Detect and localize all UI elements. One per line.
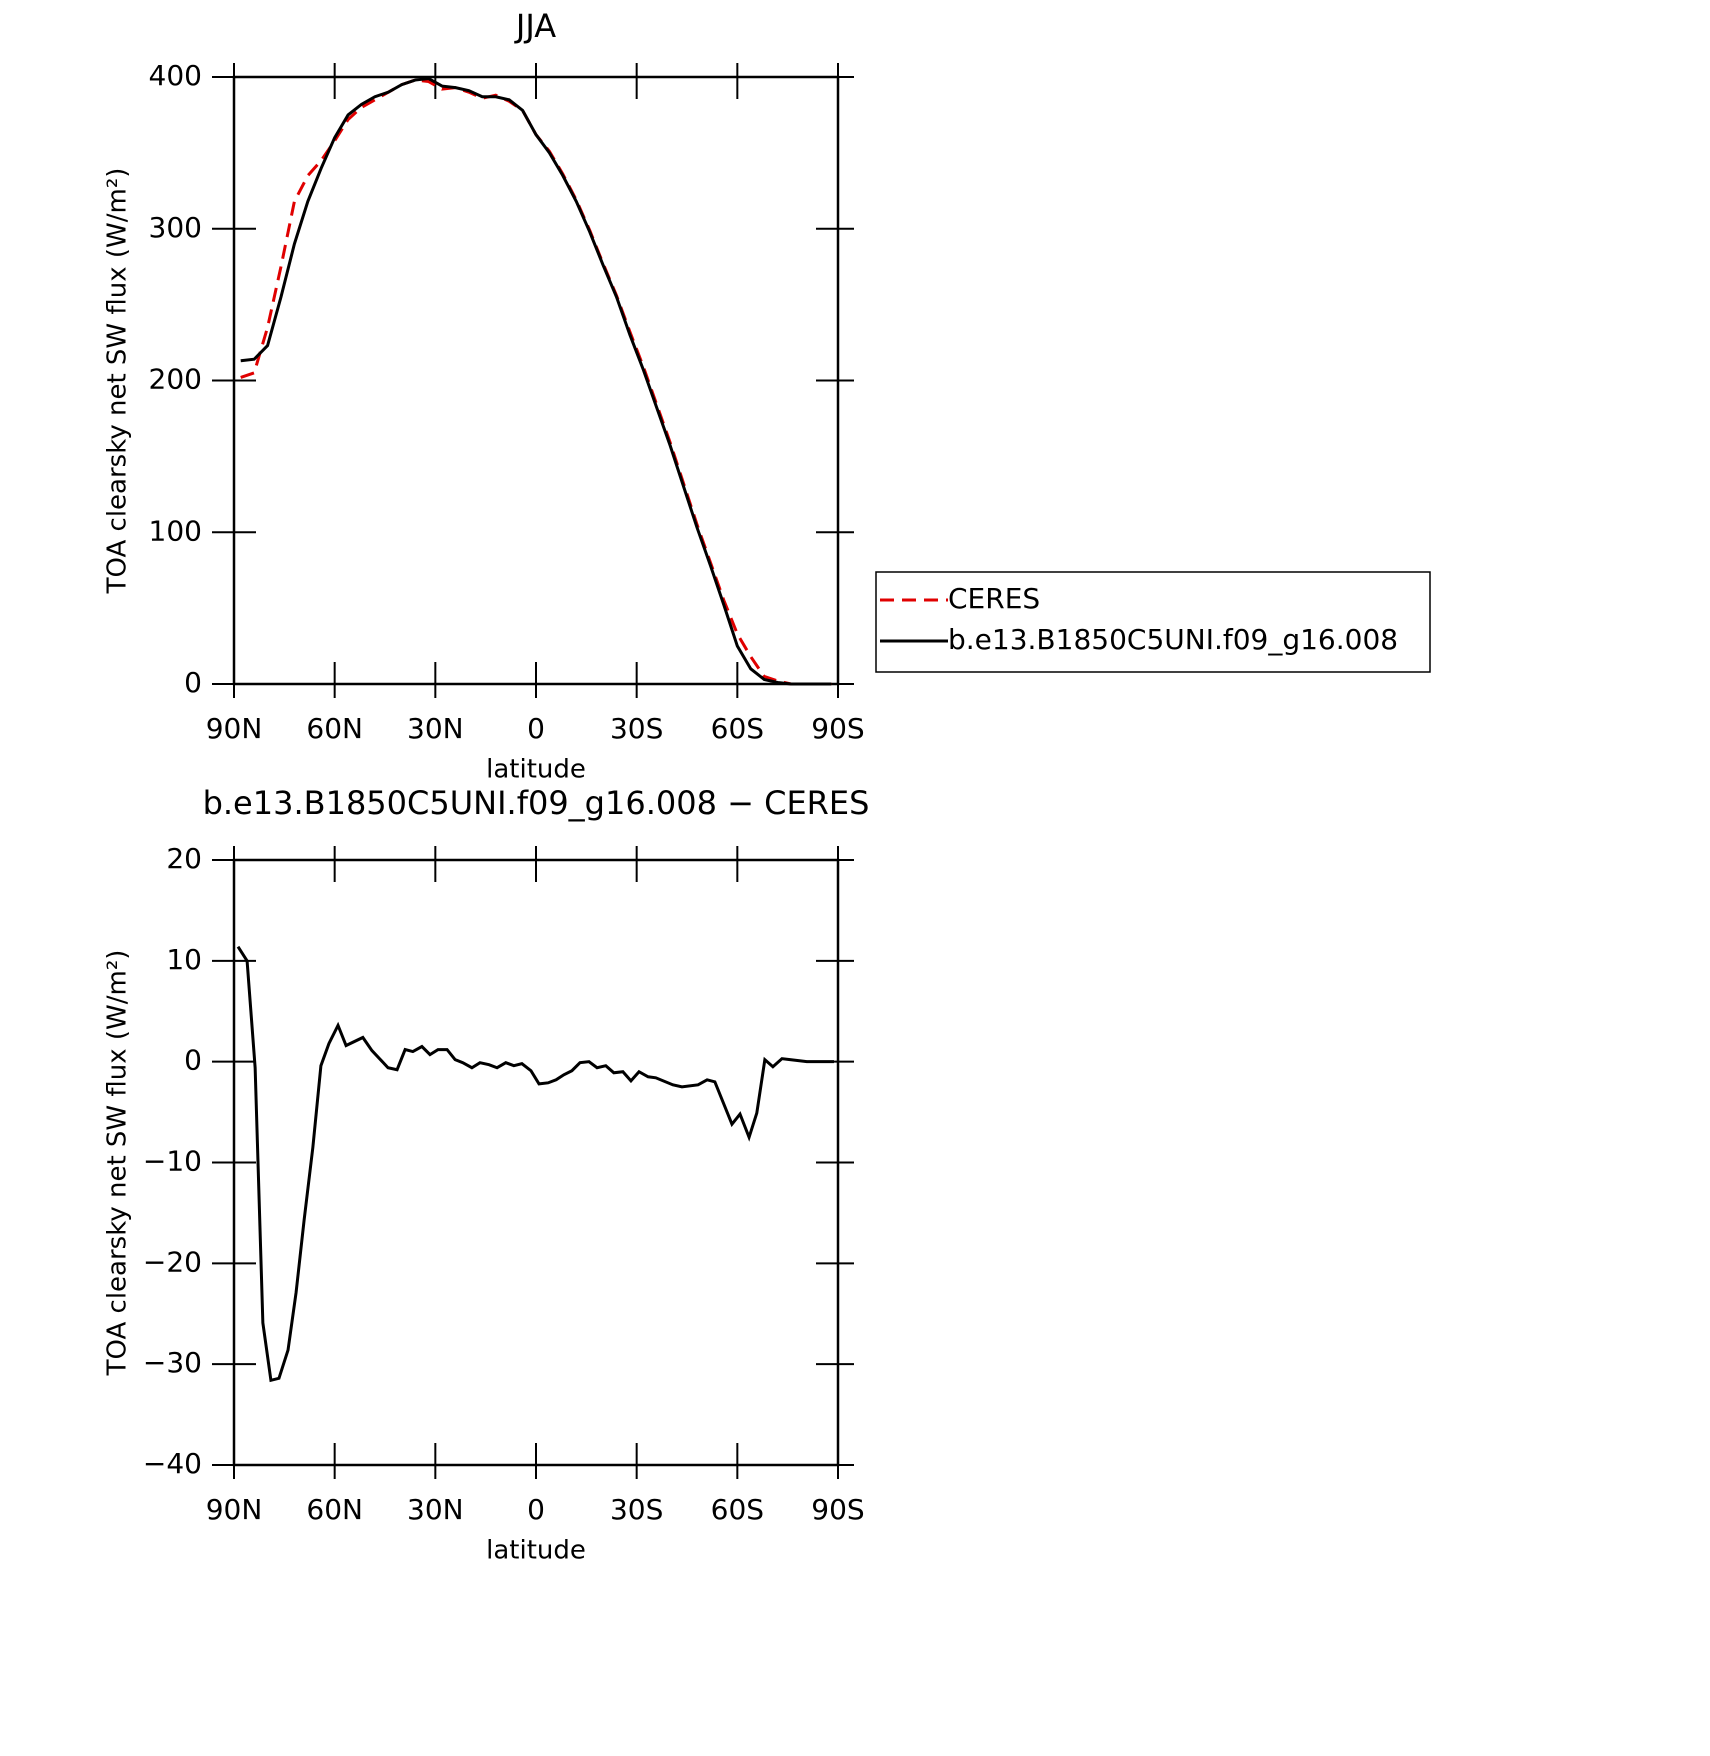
x-tick-label: 60N [306,1493,363,1526]
plot-frame [232,858,840,1467]
series-line [240,78,832,686]
x-tick-label: 30S [610,1493,663,1526]
x-tick-label: 0 [527,712,545,745]
series-line [240,76,832,686]
x-tick-label: 60N [306,712,363,745]
y-tick-label: 200 [149,363,202,396]
y-axis-label: TOA clearsky net SW flux (W/m²) [103,168,133,595]
y-tick-label: −10 [143,1145,202,1178]
y-tick-label: 400 [149,59,202,92]
y-axis-label: TOA clearsky net SW flux (W/m²) [103,950,133,1377]
plot-frame [232,75,840,686]
x-tick-label: 0 [527,1493,545,1526]
x-tick-label: 30S [610,712,663,745]
series-line [236,945,834,1383]
chart-title: b.e13.B1850C5UNI.f09_g16.008 − CERES [203,784,870,822]
x-tick-label: 30N [407,712,464,745]
y-tick-label: −40 [143,1447,202,1480]
chart-title: JJA [514,7,556,45]
x-tick-label: 30N [407,1493,464,1526]
y-tick-label: −30 [143,1346,202,1379]
x-tick-label: 90N [206,1493,263,1526]
x-tick-label: 90N [206,712,263,745]
y-tick-label: 10 [166,943,202,976]
legend-label: b.e13.B1850C5UNI.f09_g16.008 [948,623,1398,656]
legend-label: CERES [948,582,1040,615]
y-tick-label: 0 [184,1044,202,1077]
x-axis-label: latitude [486,1536,586,1566]
y-tick-label: 20 [166,842,202,875]
y-tick-label: 300 [149,211,202,244]
x-tick-label: 60S [711,712,764,745]
x-tick-label: 60S [711,1493,764,1526]
x-axis-label: latitude [486,755,586,785]
x-tick-label: 90S [811,712,864,745]
y-tick-label: −20 [143,1245,202,1278]
y-tick-label: 0 [184,666,202,699]
legend-box [875,571,1431,673]
x-tick-label: 90S [811,1493,864,1526]
y-tick-label: 100 [149,514,202,547]
